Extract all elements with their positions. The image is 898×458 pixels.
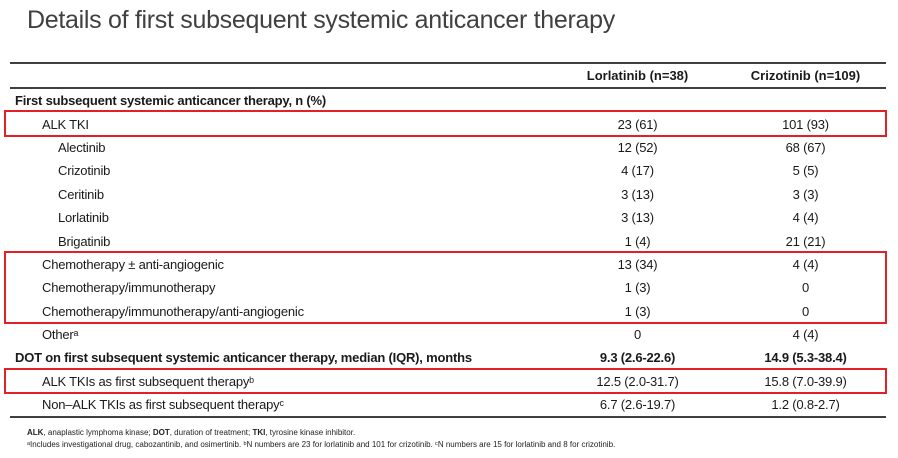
row-value-lorlatinib: 0 (633, 327, 642, 343)
table-row: Non–ALK TKIs as first subsequent therapy… (10, 393, 886, 416)
footnote-notes: ᵃIncludes investigational drug, cabozant… (27, 440, 616, 449)
abbreviation-segment: ALK (27, 428, 44, 437)
row-value-crizotinib: 3 (3) (792, 186, 819, 202)
table-row: Crizotinib 4 (17) 5 (5) (10, 159, 886, 182)
column-header-lorlatinib: Lorlatinib (n=38) (586, 68, 689, 83)
highlight-box: ALK TKI 23 (61) 101 (93) (4, 110, 887, 138)
row-value-lorlatinib: 1 (3) (624, 280, 651, 296)
abbreviation-segment: DOT (152, 428, 170, 437)
table-row: Alectinib 12 (52) 68 (67) (10, 136, 886, 159)
row-value-lorlatinib: 1 (4) (624, 233, 651, 249)
table-row: ALK TKIs as first subsequent therapyᵇ 12.… (10, 370, 886, 393)
table-row: DOT on first subsequent systemic antican… (10, 346, 886, 369)
table-row: Chemotherapy/immunotherapy 1 (3) 0 (10, 276, 886, 299)
row-label: Chemotherapy/immunotherapy (42, 280, 216, 296)
row-label: Ceritinib (58, 186, 104, 202)
row-value-crizotinib: 15.8 (7.0-39.9) (764, 373, 847, 389)
row-label: Alectinib (58, 139, 106, 155)
row-value-crizotinib: 4 (4) (792, 327, 819, 343)
row-label: Crizotinib (58, 163, 111, 179)
table-header-row: Lorlatinib (n=38) Crizotinib (n=109) (10, 62, 886, 89)
therapy-table: Lorlatinib (n=38) Crizotinib (n=109) Fir… (4, 62, 887, 419)
table-row: Chemotherapy/immunotherapy/anti-angiogen… (10, 300, 886, 323)
abbreviation-segment: , tyrosine kinase inhibitor. (265, 428, 356, 437)
row-value-lorlatinib: 12 (52) (617, 139, 658, 155)
abbreviation-segment: TKI (252, 428, 266, 437)
row-label: DOT on first subsequent systemic antican… (15, 350, 472, 366)
column-header-crizotinib: Crizotinib (n=109) (750, 68, 861, 83)
row-value-crizotinib: 0 (801, 303, 810, 319)
row-value-lorlatinib: 13 (34) (617, 256, 658, 272)
row-label: ALK TKIs as first subsequent therapyᵇ (42, 373, 254, 389)
row-value-lorlatinib: 9.3 (2.6-22.6) (599, 350, 676, 366)
row-value-lorlatinib: 3 (13) (621, 210, 654, 226)
row-value-lorlatinib: 4 (17) (621, 163, 654, 179)
row-value-crizotinib: 5 (5) (792, 163, 819, 179)
row-value-lorlatinib: 12.5 (2.0-31.7) (596, 373, 679, 389)
row-value-lorlatinib: 23 (61) (617, 116, 658, 132)
table-row: Lorlatinib 3 (13) 4 (4) (10, 206, 886, 229)
row-label: Chemotherapy/immunotherapy/anti-angiogen… (42, 303, 304, 319)
row-label: Non–ALK TKIs as first subsequent therapy… (42, 397, 284, 413)
table-body: First subsequent systemic anticancer the… (4, 89, 887, 419)
row-value-crizotinib: 101 (93) (782, 116, 829, 132)
row-label: Otherᵃ (42, 327, 79, 343)
row-value-crizotinib: 4 (4) (792, 256, 819, 272)
row-value-crizotinib: 68 (67) (785, 139, 826, 155)
table-row: ALK TKI 23 (61) 101 (93) (10, 112, 886, 135)
row-label: ALK TKI (42, 116, 89, 132)
row-value-crizotinib: 4 (4) (792, 210, 819, 226)
row-value-crizotinib: 21 (21) (785, 233, 826, 249)
row-value-crizotinib: 14.9 (5.3-38.4) (764, 350, 847, 366)
footnote-abbreviations: ALK, anaplastic lymphoma kinase; DOT, du… (27, 427, 887, 439)
table-row: Brigatinib 1 (4) 21 (21) (10, 229, 886, 252)
row-value-lorlatinib: 3 (13) (621, 186, 654, 202)
abbreviation-segment: , duration of treatment; (169, 428, 253, 437)
row-value-crizotinib: 1.2 (0.8-2.7) (771, 397, 840, 413)
table-row: Otherᵃ 0 4 (4) (10, 323, 886, 346)
abbreviation-segment: , anaplastic lymphoma kinase; (43, 428, 153, 437)
row-label: First subsequent systemic anticancer the… (15, 93, 327, 109)
row-value-crizotinib: 0 (801, 280, 810, 296)
row-value-lorlatinib: 1 (3) (624, 303, 651, 319)
footnotes: ALK, anaplastic lymphoma kinase; DOT, du… (27, 427, 887, 451)
highlight-box: Chemotherapy ± anti-angiogenic 13 (34) 4 (… (4, 250, 887, 325)
page-title: Details of first subsequent systemic ant… (27, 6, 615, 34)
row-label: Brigatinib (58, 233, 111, 249)
row-value-lorlatinib: 6.7 (2.6-19.7) (599, 397, 676, 413)
highlight-box: ALK TKIs as first subsequent therapyᵇ 12.… (4, 367, 887, 395)
table-row: Chemotherapy ± anti-angiogenic 13 (34) 4 (… (10, 253, 886, 276)
table-row: Ceritinib 3 (13) 3 (3) (10, 183, 886, 206)
table-row: First subsequent systemic anticancer the… (10, 89, 886, 112)
row-label: Lorlatinib (58, 210, 109, 226)
row-label: Chemotherapy ± anti-angiogenic (42, 256, 224, 272)
